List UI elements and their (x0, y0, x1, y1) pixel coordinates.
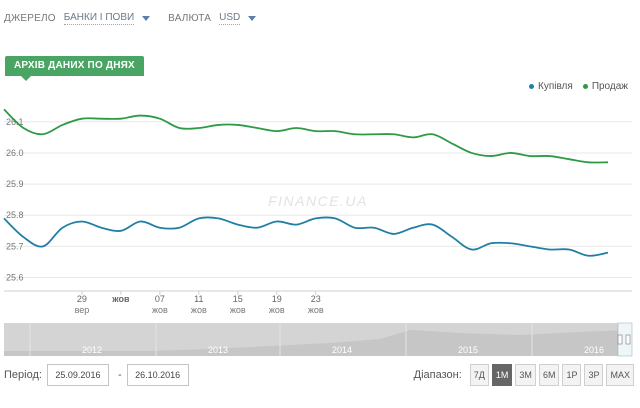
source-label: ДЖЕРЕЛО (4, 12, 56, 24)
range-label: Діапазон: (413, 369, 462, 381)
x-tick-label: жов (111, 294, 130, 304)
x-tick-label: 15 (233, 294, 243, 304)
chevron-down-icon (142, 15, 151, 21)
x-tick-sublabel: жов (152, 305, 168, 315)
navigator-year-label: 2012 (82, 345, 102, 355)
range-button-5[interactable]: 3Р (584, 364, 604, 386)
range-button-2[interactable]: 3М (515, 364, 536, 386)
navigator-year-label: 2015 (458, 345, 478, 355)
range-button-6[interactable]: MAX (606, 364, 634, 386)
currency-label: ВАЛЮТА (168, 12, 212, 24)
legend-item-sell[interactable]: Продаж (582, 81, 628, 92)
watermark-logo: FINANCE.UA (268, 193, 368, 209)
y-tick-label: 26.0 (6, 148, 24, 158)
range-button-0[interactable]: 7Д (469, 364, 489, 386)
x-tick-label: 07 (155, 294, 165, 304)
currency-value: USD (219, 11, 241, 25)
range-button-1[interactable]: 1М (491, 364, 513, 386)
filter-bar: ДЖЕРЕЛО БАНКИ І ПОВИ ВАЛЮТА USD (4, 10, 274, 26)
x-tick-sublabel: жов (230, 305, 246, 315)
chart-legend: Купівля Продаж (519, 81, 628, 92)
period-label: Період: (4, 369, 42, 381)
legend-item-buy[interactable]: Купівля (529, 81, 573, 92)
legend-label-buy: Купівля (538, 81, 573, 92)
source-value: БАНКИ І ПОВИ (63, 11, 135, 25)
series-line-buy (3, 216, 609, 257)
navigator-year-label: 2014 (332, 345, 352, 355)
navigator-handle-left (617, 334, 623, 345)
range-selector: Діапазон: 7Д 1М 3М 6М 1Р 3Р MAX (414, 364, 634, 386)
series-line-sell (3, 108, 609, 164)
sell-dot-icon (582, 84, 588, 89)
range-button-4[interactable]: 1Р (562, 364, 582, 386)
y-tick-label: 25.8 (6, 210, 24, 220)
archive-tab[interactable]: АРХІВ ДАНИХ ПО ДНЯХ (5, 56, 144, 81)
navigator-area (4, 330, 632, 356)
period-separator: - (117, 369, 122, 381)
legend-label-sell: Продаж (591, 81, 628, 92)
buy-dot-icon (529, 84, 535, 89)
currency-select[interactable]: USD (219, 11, 257, 25)
source-select[interactable]: БАНКИ І ПОВИ (63, 11, 151, 25)
navigator-handle-right (625, 334, 631, 345)
navigator-year-label: 2013 (208, 345, 228, 355)
y-tick-label: 25.9 (6, 179, 24, 189)
x-tick-label: 19 (272, 294, 282, 304)
y-tick-label: 25.6 (6, 273, 24, 283)
range-button-3[interactable]: 6М (538, 364, 560, 386)
x-tick-label: 23 (311, 294, 321, 304)
x-tick-sublabel: жов (191, 305, 207, 315)
navigator-year-label: 2016 (584, 345, 604, 355)
y-tick-label: 26.1 (6, 117, 24, 127)
period-from-input[interactable] (46, 364, 109, 386)
y-tick-label: 25.7 (6, 241, 24, 251)
x-tick-sublabel: вер (75, 305, 90, 315)
x-tick-label: 29 (77, 294, 87, 304)
x-tick-sublabel: жов (308, 305, 324, 315)
period-to-input[interactable] (126, 364, 189, 386)
x-tick-label: 11 (194, 294, 203, 304)
x-tick-sublabel: жов (269, 305, 285, 315)
period-selector: Період: - (4, 364, 189, 386)
chevron-down-icon (248, 15, 257, 21)
